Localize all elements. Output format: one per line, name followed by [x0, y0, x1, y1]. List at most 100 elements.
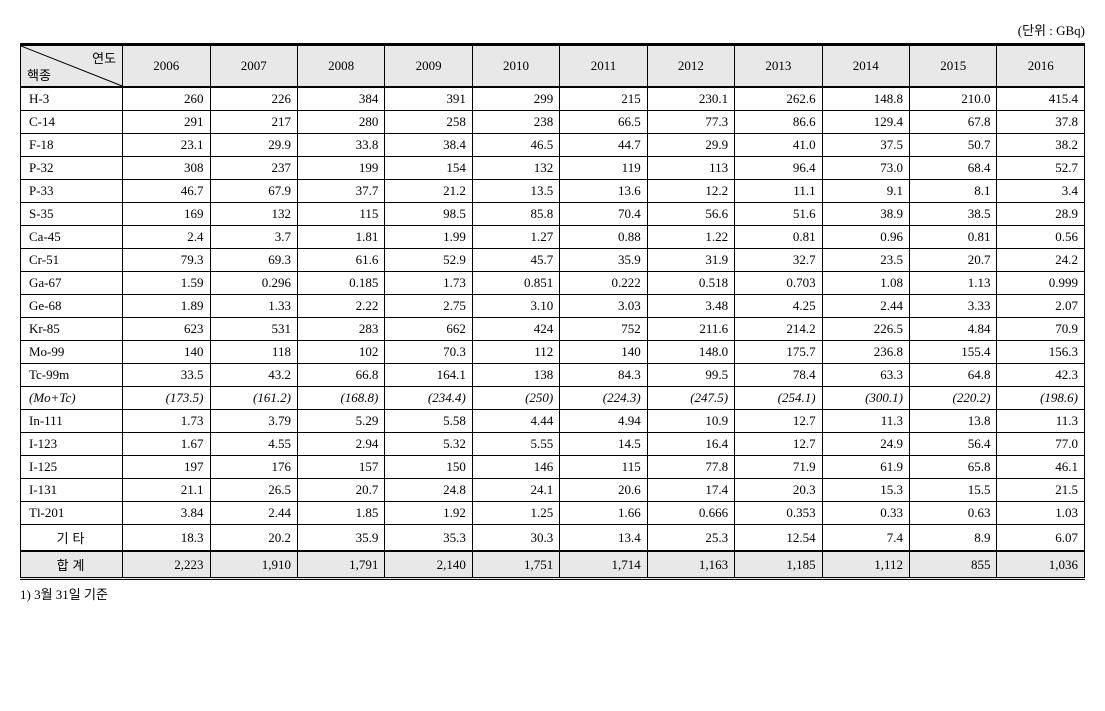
data-cell: 35.3	[385, 525, 472, 552]
data-cell: 115	[560, 456, 647, 479]
table-row: Kr-85623531283662424752211.6214.2226.54.…	[21, 318, 1085, 341]
data-cell: 0.81	[735, 226, 822, 249]
table-row: I-12519717615715014611577.871.961.965.84…	[21, 456, 1085, 479]
data-cell: 3.79	[210, 410, 297, 433]
data-cell: 86.6	[735, 111, 822, 134]
data-cell: 4.84	[910, 318, 997, 341]
data-cell: 0.185	[297, 272, 384, 295]
table-row: Mo-9914011810270.3112140148.0175.7236.81…	[21, 341, 1085, 364]
data-cell: 391	[385, 87, 472, 111]
row-label: (Mo+Tc)	[21, 387, 123, 410]
data-cell: 0.666	[647, 502, 734, 525]
year-header: 2013	[735, 45, 822, 88]
data-cell: 138	[472, 364, 559, 387]
data-cell: 35.9	[297, 525, 384, 552]
data-cell: 56.6	[647, 203, 734, 226]
data-cell: 0.63	[910, 502, 997, 525]
row-label: Kr-85	[21, 318, 123, 341]
data-cell: 217	[210, 111, 297, 134]
data-cell: 384	[297, 87, 384, 111]
data-cell: 176	[210, 456, 297, 479]
data-cell: 154	[385, 157, 472, 180]
row-label: I-131	[21, 479, 123, 502]
data-cell: 2.75	[385, 295, 472, 318]
data-cell: 0.88	[560, 226, 647, 249]
data-cell: 2,223	[123, 551, 210, 579]
data-cell: 262.6	[735, 87, 822, 111]
data-cell: (247.5)	[647, 387, 734, 410]
table-body: H-3260226384391299215230.1262.6148.8210.…	[21, 87, 1085, 579]
data-cell: 11.1	[735, 180, 822, 203]
data-cell: 2,140	[385, 551, 472, 579]
data-cell: 3.4	[997, 180, 1085, 203]
data-cell: 102	[297, 341, 384, 364]
data-cell: 132	[472, 157, 559, 180]
data-cell: 24.1	[472, 479, 559, 502]
row-label: I-123	[21, 433, 123, 456]
row-label: 기타	[21, 525, 123, 552]
table-row: P-3346.767.937.721.213.513.612.211.19.18…	[21, 180, 1085, 203]
data-cell: 0.56	[997, 226, 1085, 249]
table-row: Ca-452.43.71.811.991.270.881.220.810.960…	[21, 226, 1085, 249]
data-cell: 70.9	[997, 318, 1085, 341]
data-cell: 2.44	[822, 295, 909, 318]
data-cell: 1.73	[385, 272, 472, 295]
data-cell: 230.1	[647, 87, 734, 111]
row-label: P-32	[21, 157, 123, 180]
data-cell: 44.7	[560, 134, 647, 157]
data-cell: 258	[385, 111, 472, 134]
data-cell: 51.6	[735, 203, 822, 226]
data-cell: 21.2	[385, 180, 472, 203]
data-cell: (254.1)	[735, 387, 822, 410]
data-cell: 148.0	[647, 341, 734, 364]
data-cell: 13.5	[472, 180, 559, 203]
row-label: Ca-45	[21, 226, 123, 249]
data-cell: 17.4	[647, 479, 734, 502]
data-cell: 226.5	[822, 318, 909, 341]
data-cell: 4.94	[560, 410, 647, 433]
data-cell: 77.0	[997, 433, 1085, 456]
data-cell: 46.5	[472, 134, 559, 157]
table-row: 기타18.320.235.935.330.313.425.312.547.48.…	[21, 525, 1085, 552]
data-cell: 46.1	[997, 456, 1085, 479]
data-cell: 308	[123, 157, 210, 180]
row-label: F-18	[21, 134, 123, 157]
data-cell: 214.2	[735, 318, 822, 341]
data-cell: 0.518	[647, 272, 734, 295]
data-cell: 52.9	[385, 249, 472, 272]
data-cell: 1.59	[123, 272, 210, 295]
data-cell: 1,714	[560, 551, 647, 579]
data-cell: 66.8	[297, 364, 384, 387]
data-cell: 12.54	[735, 525, 822, 552]
data-cell: 52.7	[997, 157, 1085, 180]
year-header: 2016	[997, 45, 1085, 88]
data-cell: 855	[910, 551, 997, 579]
data-cell: 1,112	[822, 551, 909, 579]
data-cell: 45.7	[472, 249, 559, 272]
data-cell: 211.6	[647, 318, 734, 341]
data-cell: 77.8	[647, 456, 734, 479]
data-cell: 11.3	[997, 410, 1085, 433]
data-cell: 28.9	[997, 203, 1085, 226]
data-cell: 1,185	[735, 551, 822, 579]
data-cell: 150	[385, 456, 472, 479]
data-cell: 29.9	[647, 134, 734, 157]
data-cell: 25.3	[647, 525, 734, 552]
data-cell: 50.7	[910, 134, 997, 157]
data-cell: 78.4	[735, 364, 822, 387]
data-cell: 4.55	[210, 433, 297, 456]
year-header: 2008	[297, 45, 384, 88]
table-row: (Mo+Tc)(173.5)(161.2)(168.8)(234.4)(250)…	[21, 387, 1085, 410]
row-label: Cr-51	[21, 249, 123, 272]
data-cell: 30.3	[472, 525, 559, 552]
data-cell: 113	[647, 157, 734, 180]
data-cell: 5.55	[472, 433, 559, 456]
data-cell: 13.8	[910, 410, 997, 433]
header-row: 연도 핵종 2006200720082009201020112012201320…	[21, 45, 1085, 88]
data-cell: 21.5	[997, 479, 1085, 502]
data-cell: 9.1	[822, 180, 909, 203]
data-cell: (250)	[472, 387, 559, 410]
data-cell: 169	[123, 203, 210, 226]
data-cell: 1.03	[997, 502, 1085, 525]
table-row: H-3260226384391299215230.1262.6148.8210.…	[21, 87, 1085, 111]
